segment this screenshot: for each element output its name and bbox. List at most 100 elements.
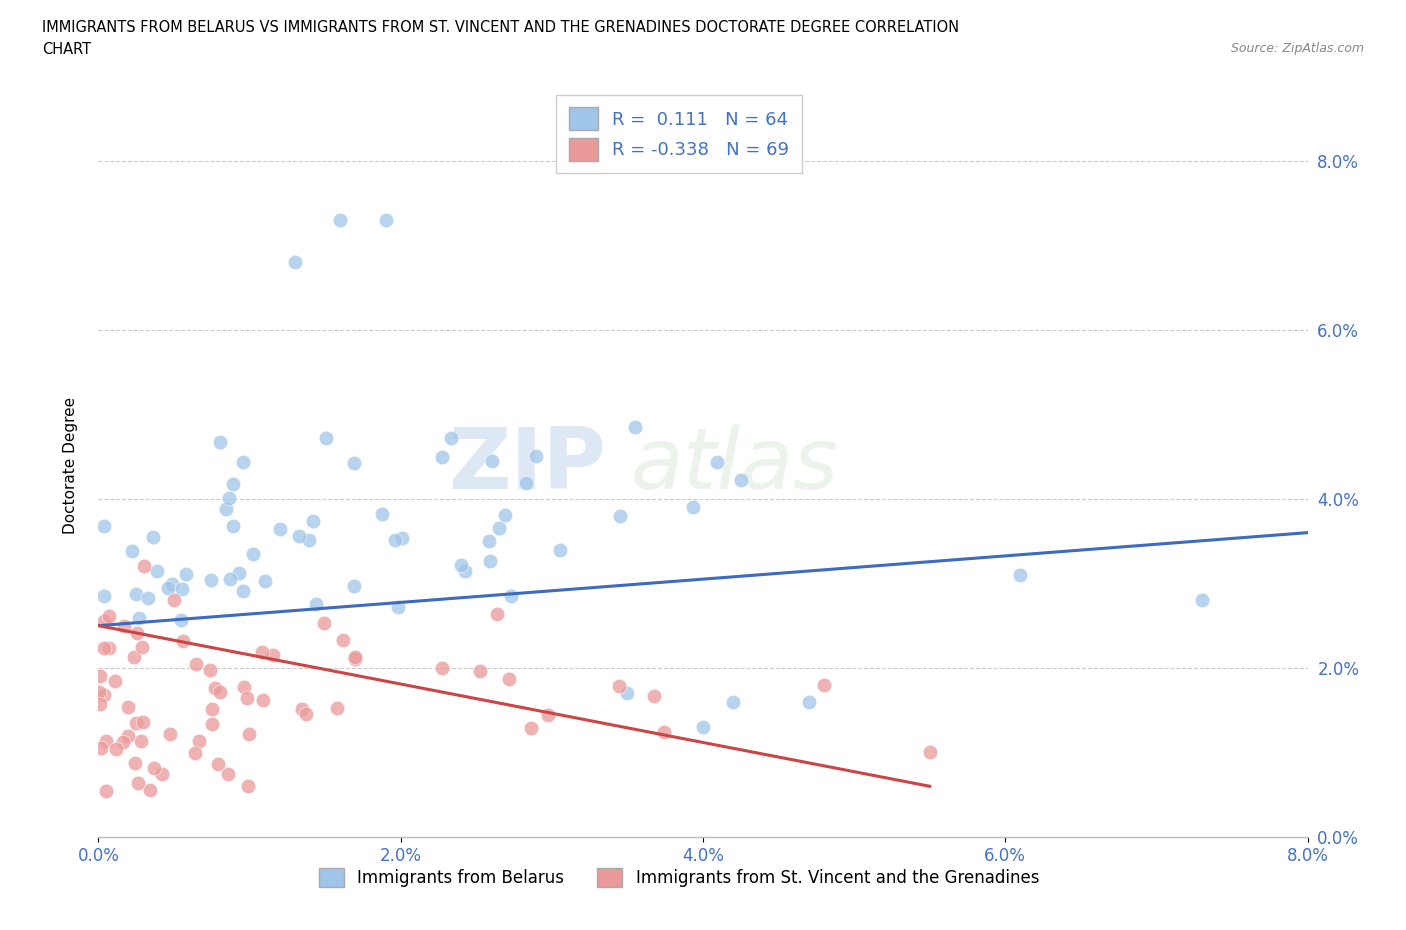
Point <box>174 567 197 582</box>
Point <box>1191 592 1213 607</box>
Point <box>501 588 523 603</box>
Point <box>127 625 149 640</box>
Point <box>232 455 254 470</box>
Point <box>730 472 752 487</box>
Point <box>477 533 499 548</box>
Point <box>440 431 463 445</box>
Point <box>208 685 231 700</box>
Point <box>156 581 179 596</box>
Point <box>391 531 413 546</box>
Point <box>235 691 257 706</box>
Point <box>215 502 238 517</box>
Point <box>104 673 127 688</box>
Point <box>184 657 207 671</box>
Point <box>609 509 631 524</box>
Point <box>132 559 155 574</box>
Point <box>170 613 193 628</box>
Text: CHART: CHART <box>42 42 91 57</box>
Point <box>207 757 229 772</box>
Point <box>524 449 547 464</box>
Point <box>90 740 112 755</box>
Point <box>481 454 503 469</box>
Text: IMMIGRANTS FROM BELARUS VS IMMIGRANTS FROM ST. VINCENT AND THE GRENADINES DOCTOR: IMMIGRANTS FROM BELARUS VS IMMIGRANTS FR… <box>42 20 959 35</box>
Point <box>430 661 453 676</box>
Point <box>124 756 146 771</box>
Point <box>498 671 520 686</box>
Point <box>117 728 139 743</box>
Point <box>343 579 366 594</box>
Point <box>643 688 665 703</box>
Point <box>184 746 207 761</box>
Point <box>97 608 120 623</box>
Point <box>371 507 394 522</box>
Point <box>131 640 153 655</box>
Point <box>238 778 260 793</box>
Point <box>111 734 134 749</box>
Text: ZIP: ZIP <box>449 423 606 507</box>
Point <box>94 734 117 749</box>
Point <box>430 450 453 465</box>
Point <box>295 707 318 722</box>
Point <box>93 518 115 533</box>
Point <box>218 490 240 505</box>
Point <box>329 212 352 227</box>
Point <box>692 720 714 735</box>
Point <box>217 766 239 781</box>
Point <box>222 476 245 491</box>
Point <box>291 702 314 717</box>
Point <box>142 760 165 775</box>
Point <box>305 597 328 612</box>
Point <box>269 522 291 537</box>
Point <box>298 532 321 547</box>
Point <box>254 574 277 589</box>
Point <box>454 564 477 578</box>
Point <box>94 783 117 798</box>
Point <box>201 701 224 716</box>
Point <box>468 663 491 678</box>
Point <box>125 715 148 730</box>
Point <box>486 606 509 621</box>
Point <box>284 255 307 270</box>
Point <box>162 577 184 591</box>
Point <box>242 547 264 562</box>
Point <box>163 592 186 607</box>
Point <box>652 724 675 739</box>
Point <box>250 644 273 659</box>
Point <box>150 767 173 782</box>
Point <box>89 684 111 699</box>
Point <box>343 651 366 666</box>
Point <box>325 700 347 715</box>
Point <box>129 734 152 749</box>
Point <box>252 693 274 708</box>
Point <box>548 542 571 557</box>
Point <box>146 564 169 578</box>
Text: Source: ZipAtlas.com: Source: ZipAtlas.com <box>1230 42 1364 55</box>
Point <box>159 726 181 741</box>
Point <box>89 669 111 684</box>
Point <box>127 776 149 790</box>
Point <box>813 677 835 692</box>
Point <box>172 581 194 596</box>
Point <box>105 741 128 756</box>
Point <box>89 697 111 711</box>
Point <box>172 633 194 648</box>
Point <box>208 435 231 450</box>
Point <box>624 419 647 434</box>
Point <box>125 587 148 602</box>
Point <box>387 600 409 615</box>
Point <box>201 717 224 732</box>
Point <box>344 650 367 665</box>
Point <box>222 518 245 533</box>
Point <box>121 543 143 558</box>
Point <box>488 521 510 536</box>
Point <box>232 584 254 599</box>
Y-axis label: Doctorate Degree: Doctorate Degree <box>63 396 77 534</box>
Point <box>262 647 284 662</box>
Point <box>187 734 209 749</box>
Point <box>122 649 145 664</box>
Point <box>384 533 406 548</box>
Point <box>520 721 543 736</box>
Point <box>238 726 260 741</box>
Point <box>93 614 115 629</box>
Point <box>232 679 254 694</box>
